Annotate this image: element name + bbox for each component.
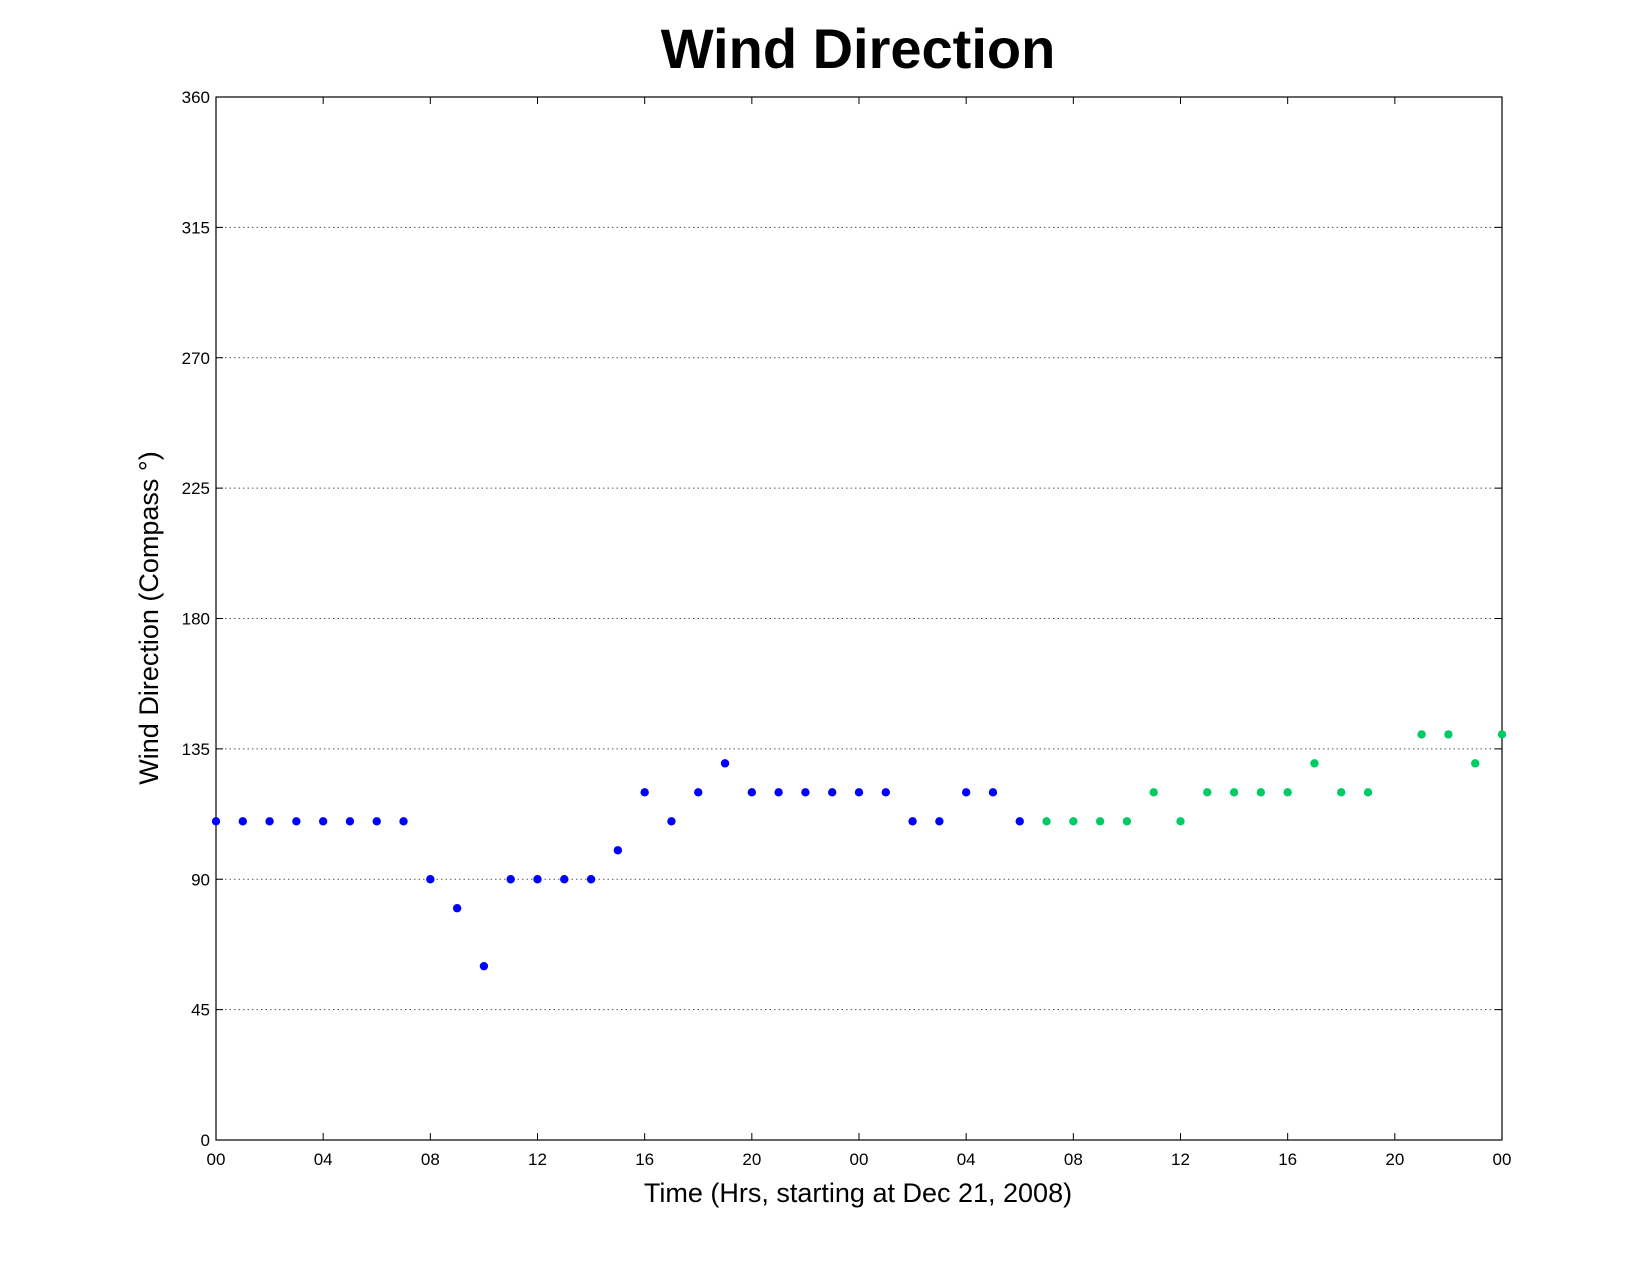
x-tick-label: 16: [635, 1150, 654, 1169]
data-point: [1229, 788, 1239, 797]
grid-lines: [216, 226, 1502, 1011]
axis-ticks: [215, 96, 1503, 1141]
data-point: [935, 817, 944, 826]
data-point: [1471, 759, 1480, 768]
x-tick-label: 12: [528, 1150, 547, 1169]
plot-frame: [215, 96, 1503, 1141]
data-point: [1256, 788, 1266, 797]
data-point: [586, 875, 596, 884]
y-tick-label: 315: [182, 218, 210, 237]
series-1: [1042, 730, 1507, 826]
data-point: [1497, 730, 1507, 739]
data-point: [372, 817, 381, 826]
x-tick-label: 16: [1278, 1150, 1297, 1169]
data-point: [908, 817, 917, 826]
x-tick-label: 08: [421, 1150, 440, 1169]
y-tick-label: 90: [191, 870, 210, 889]
data-point: [1176, 817, 1185, 826]
data-point: [1417, 730, 1426, 739]
x-tick-label: 12: [1171, 1150, 1190, 1169]
x-tick-label: 20: [742, 1150, 761, 1169]
chart-title: Wind Direction: [661, 17, 1056, 80]
data-point: [1149, 788, 1158, 797]
data-point: [1042, 817, 1051, 826]
data-point: [667, 817, 676, 826]
x-tick-label: 04: [957, 1150, 976, 1169]
data-point: [1069, 817, 1078, 826]
x-tick-label: 08: [1064, 1150, 1083, 1169]
x-tick-label: 04: [314, 1150, 333, 1169]
x-tick-label: 00: [1493, 1150, 1512, 1169]
data-point: [452, 904, 462, 913]
data-point: [828, 788, 837, 797]
data-point: [318, 817, 328, 826]
x-tick-label: 20: [1385, 1150, 1404, 1169]
data-point: [238, 817, 247, 826]
x-tick-label: 00: [207, 1150, 226, 1169]
y-tick-label: 225: [182, 479, 210, 498]
y-tick-label: 45: [191, 1001, 210, 1020]
data-point: [720, 759, 730, 768]
x-tick-labels: 00 04 08 12 16 20 00 04 08 12 16 20 00: [207, 1150, 1512, 1169]
data-point: [1363, 788, 1373, 797]
data-point: [640, 788, 649, 797]
y-axis-label: Wind Direction (Compass °): [134, 451, 164, 784]
data-point: [1310, 759, 1319, 768]
x-axis-label: Time (Hrs, starting at Dec 21, 2008): [644, 1178, 1072, 1208]
data-point: [881, 788, 890, 797]
y-tick-labels: 0 45 90 135 180 225 270 315 360: [182, 88, 210, 1150]
data-point: [961, 788, 971, 797]
data-point: [506, 875, 515, 884]
data-point: [1095, 817, 1105, 826]
data-point: [774, 788, 783, 797]
data-point: [988, 788, 998, 797]
data-point: [426, 875, 435, 884]
data-point: [533, 875, 542, 884]
data-point: [211, 817, 221, 826]
y-tick-label: 135: [182, 740, 210, 759]
data-point: [1283, 788, 1292, 797]
data-point: [854, 788, 864, 797]
x-tick-label: 00: [850, 1150, 869, 1169]
data-point: [1203, 788, 1212, 797]
data-point: [1444, 730, 1453, 739]
y-tick-label: 0: [201, 1131, 210, 1150]
data-point: [479, 961, 489, 971]
y-tick-label: 270: [182, 349, 210, 368]
data-point: [399, 817, 408, 826]
data-point: [1015, 817, 1024, 826]
y-tick-label: 360: [182, 88, 210, 107]
data-point: [694, 788, 703, 797]
y-tick-label: 180: [182, 610, 210, 629]
data-point: [1337, 788, 1346, 797]
data-point: [613, 846, 623, 855]
data-point: [560, 875, 569, 884]
series-0: [211, 759, 1024, 971]
data-point: [292, 817, 301, 826]
data-point: [801, 788, 810, 797]
data-points: [211, 730, 1507, 971]
data-point: [1122, 817, 1132, 826]
data-point: [747, 788, 757, 797]
data-point: [265, 817, 274, 826]
data-point: [345, 817, 355, 826]
